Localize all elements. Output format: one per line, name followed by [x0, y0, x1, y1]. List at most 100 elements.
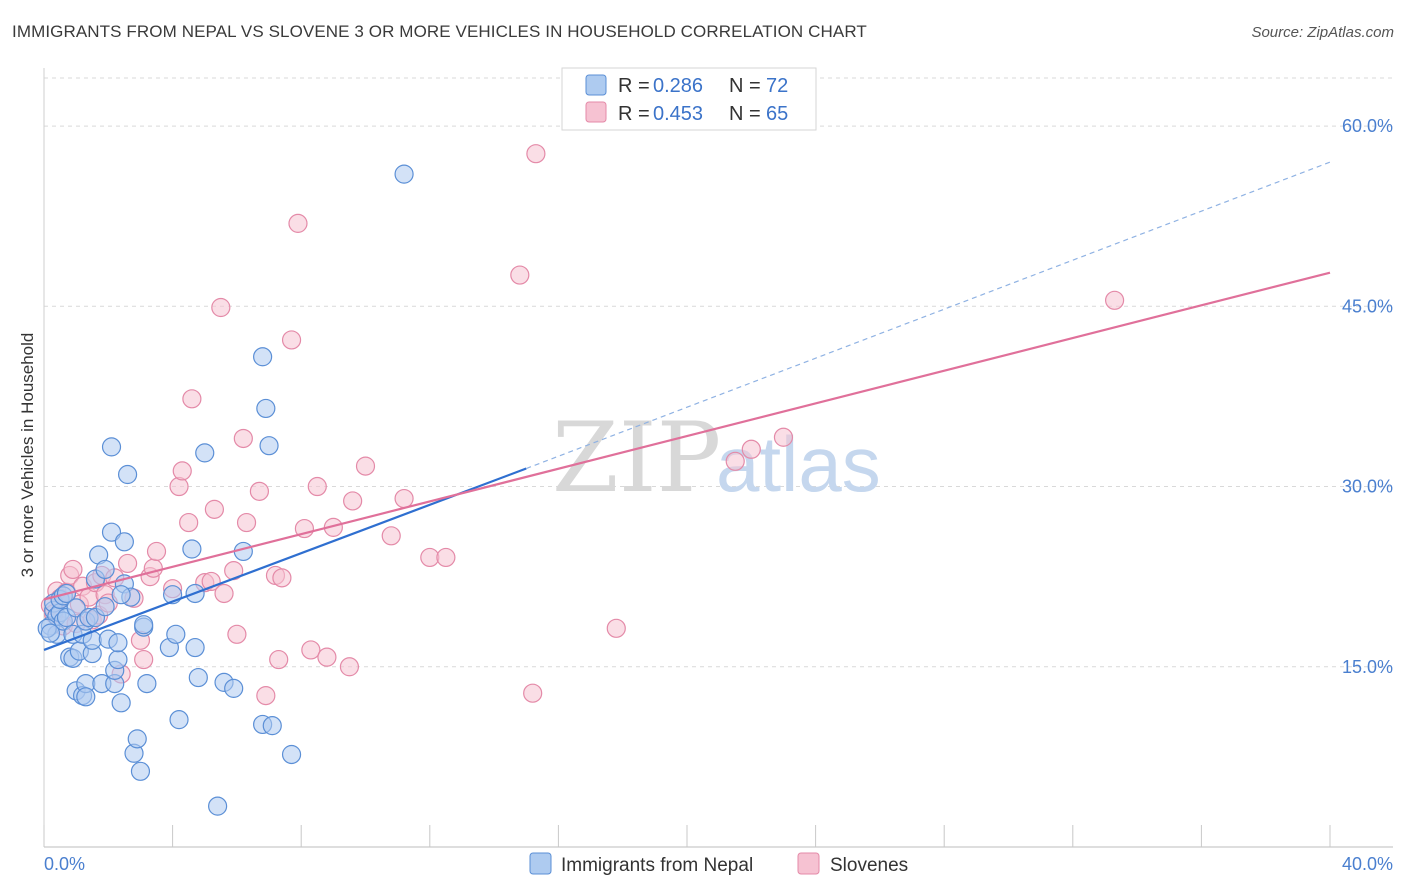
y-tick-label: 15.0% [1342, 657, 1393, 677]
slovene-point [281, 330, 302, 350]
slovene-point [204, 499, 224, 519]
slovene-point [523, 683, 543, 703]
slovene-point [606, 618, 626, 638]
nepal-point [394, 164, 414, 184]
slovene-point [256, 686, 276, 706]
slovene-point [146, 541, 167, 562]
y-axis-label: 3 or more Vehicles in Household [18, 333, 37, 578]
nepal-point [185, 637, 205, 658]
slovene-point [307, 476, 327, 497]
slovene-trend-line [43, 271, 1331, 601]
slovene-point [339, 657, 360, 677]
x-tick-left: 0.0% [44, 854, 85, 874]
y-tick-label: 45.0% [1342, 296, 1393, 316]
slovene-point [179, 512, 199, 533]
legend-slovene-n-value: 65 [766, 103, 788, 125]
legend-swatch-slovene [585, 101, 607, 123]
slovene-point [510, 265, 530, 285]
legend-nepal-n-value: 72 [766, 75, 788, 97]
nepal-trend-extension [526, 161, 1331, 470]
slovene-point [63, 559, 83, 580]
nepal-point [262, 716, 282, 736]
slovene-point [249, 481, 270, 501]
legend-slovene-r-label: R = [618, 103, 650, 125]
bottom-legend-swatch-slovene [797, 852, 820, 875]
slovene-point [227, 624, 247, 644]
bottom-legend-swatch-nepal [529, 852, 552, 875]
nepal-point [224, 678, 244, 698]
legend-nepal-r-label: R = [618, 75, 650, 97]
slovene-point [272, 568, 292, 588]
y-tick-label: 60.0% [1342, 116, 1393, 136]
axes-layer: 15.0% 30.0% 45.0% 60.0% [43, 68, 1393, 848]
nepal-point [117, 464, 138, 485]
nepal-point [101, 437, 122, 457]
slovene-point [182, 389, 202, 409]
top-legend: R = 0.286 N = 72 R = 0.453 N = 65 [561, 67, 817, 131]
slovene-point [355, 456, 376, 476]
x-tick-right: 40.0% [1342, 854, 1393, 874]
slovene-point [214, 583, 234, 604]
nepal-point [127, 729, 147, 749]
source-credit: Source: ZipAtlas.com [1251, 24, 1394, 41]
slovene-point [211, 297, 231, 318]
nepal-point [108, 633, 128, 653]
slovene-point [236, 512, 257, 533]
slovene-point [169, 476, 189, 497]
slovene-point [773, 427, 794, 447]
bottom-legend-nepal: Immigrants from Nepal [561, 855, 753, 876]
y-tick-label: 30.0% [1342, 477, 1393, 497]
nepal-point [111, 585, 131, 605]
nepal-point [137, 673, 157, 694]
slovene-point [288, 213, 308, 233]
nepal-point [108, 649, 128, 670]
slovene-point [117, 553, 138, 574]
nepal-point [259, 436, 279, 456]
nepal-point [195, 443, 215, 463]
slovene-point [233, 428, 253, 449]
slovene-point [317, 647, 337, 667]
nepal-point [166, 624, 186, 644]
nepal-point [66, 598, 86, 618]
trend-layer [43, 161, 1331, 651]
nepal-point [40, 623, 61, 643]
nepal-point [95, 559, 115, 580]
legend-swatch-nepal [585, 74, 607, 96]
grid-layer [44, 77, 1393, 668]
nepal-point [182, 539, 202, 559]
nepal-point [95, 597, 115, 617]
slovene-point [343, 491, 363, 511]
nepal-point [76, 687, 96, 707]
nepal-point [130, 761, 151, 781]
nepal-point [208, 796, 228, 816]
slovene-point [381, 526, 401, 546]
bottom-legend: Immigrants from Nepal Slovenes [529, 852, 908, 876]
slovene-point [269, 649, 289, 670]
slovene-point [741, 439, 761, 459]
slovene-point [420, 547, 440, 568]
slovene-point [1104, 290, 1125, 310]
nepal-point [169, 710, 189, 730]
legend-slovene-n-label: N = [729, 103, 761, 125]
slovene-point [394, 488, 414, 509]
slovene-point [526, 144, 546, 164]
slovene-point [436, 547, 456, 568]
legend-nepal-r-value: 0.286 [653, 75, 703, 97]
nepal-point [101, 522, 122, 542]
slovene-point [172, 461, 192, 481]
bottom-legend-slovene: Slovenes [830, 855, 908, 876]
slovene-point [301, 640, 321, 660]
chart-title: IMMIGRANTS FROM NEPAL VS SLOVENE 3 OR MO… [12, 22, 867, 41]
nepal-point [188, 667, 208, 688]
slovene-point [143, 558, 163, 578]
slovene-point [134, 649, 154, 670]
nepal-point [253, 347, 273, 367]
nepal-point [114, 532, 134, 552]
nepal-point [281, 744, 302, 765]
legend-nepal-n-label: N = [729, 75, 761, 97]
legend-slovene-r-value: 0.453 [653, 103, 703, 125]
nepal-point [256, 398, 276, 419]
nepal-trend-line [43, 467, 527, 651]
slovene-point [725, 451, 745, 471]
